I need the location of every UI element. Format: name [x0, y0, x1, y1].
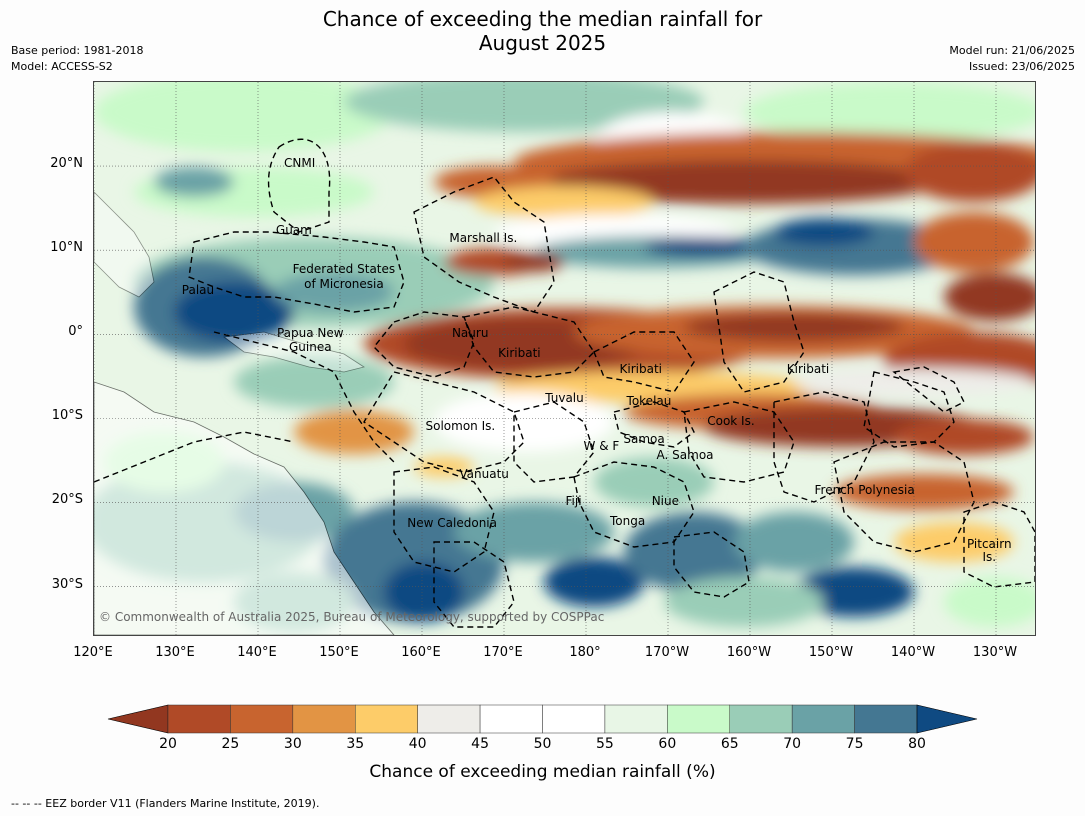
colorbar	[107, 704, 978, 734]
colorbar-tick-label: 75	[845, 736, 864, 752]
colorbar-tick-label: 35	[346, 736, 365, 752]
colorbar-segment	[167, 704, 231, 734]
colorbar-tick-label: 30	[283, 736, 302, 752]
place-label: French Polynesia	[814, 482, 915, 497]
lat-tick-label: 10°N	[50, 240, 83, 256]
colorbar-tick-label: 65	[720, 736, 739, 752]
colorbar-tick-label: 50	[533, 736, 552, 752]
colorbar-segment	[667, 704, 730, 734]
colorbar-tick-label: 40	[408, 736, 427, 752]
place-label: Fiji	[565, 493, 582, 508]
place-label: Kiribati	[498, 345, 541, 360]
colorbar-tick-label: 20	[159, 736, 177, 752]
colorbar-tick-label: 60	[658, 736, 677, 752]
lat-tick-label: 30°S	[51, 576, 83, 592]
place-label: Tonga	[610, 513, 646, 528]
lon-tick-label: 130°E	[155, 645, 195, 660]
place-label: Is.	[982, 549, 997, 564]
lon-tick-label: 140°W	[890, 645, 936, 660]
place-label: Vanuatu	[459, 466, 509, 481]
colorbar-segment	[791, 704, 855, 734]
colorbar-tick-label: 80	[908, 736, 926, 752]
lat-tick-label: 20°S	[51, 492, 83, 508]
place-label: Kiribati	[786, 361, 830, 376]
issued-date: Issued: 23/06/2025	[968, 60, 1075, 73]
place-label: CNMI	[284, 156, 316, 171]
colorbar-segment	[230, 704, 294, 734]
place-label: Tokelau	[626, 393, 672, 408]
model-run: Model run: 21/06/2025	[949, 44, 1075, 57]
title-line-2: August 2025	[478, 31, 607, 55]
eez-legend-note: -- -- -- EEZ border V11 (Flanders Marine…	[11, 797, 320, 810]
title-line-1: Chance of exceeding the median rainfall …	[322, 7, 763, 31]
place-label: Nauru	[451, 326, 489, 341]
lon-tick-label: 140°E	[237, 645, 277, 660]
lon-tick-label: 120°E	[73, 645, 113, 660]
copyright-notice: © Commonwealth of Australia 2025, Bureau…	[99, 610, 605, 624]
lat-tick-label: 0°	[68, 324, 83, 340]
lon-tick-label: 150°W	[808, 645, 854, 660]
lon-tick-label: 150°E	[319, 645, 359, 660]
colorbar-segment	[479, 704, 543, 734]
lon-tick-label: 180°	[569, 645, 601, 660]
map-title: Chance of exceeding the median rainfall …	[0, 7, 1085, 55]
eez-borders	[94, 138, 1035, 628]
colorbar-segment	[355, 704, 418, 734]
rainfall-map	[93, 81, 1036, 636]
lon-tick-label: 170°E	[483, 645, 523, 660]
place-label: Papua New	[276, 326, 344, 341]
base-period: Base period: 1981-2018	[11, 44, 144, 57]
lon-tick-label: 130°W	[972, 645, 1018, 660]
probability-field	[94, 82, 1035, 632]
lat-tick-label: 20°N	[50, 156, 83, 172]
place-label: Kiribati	[619, 361, 662, 376]
place-label: Pitcairn	[966, 537, 1012, 552]
colorbar-segment	[542, 704, 606, 734]
place-label: Tuvalu	[545, 391, 584, 406]
place-label: of Micronesia	[304, 276, 384, 291]
colorbar-under-arrow	[107, 704, 169, 734]
colorbar-title: Chance of exceeding median rainfall (%)	[369, 762, 716, 782]
run-info: Model run: 21/06/2025 Issued: 23/06/2025	[949, 43, 1075, 75]
colorbar-tick-label: 45	[471, 736, 489, 752]
place-label: Samoa	[623, 432, 665, 447]
lon-tick-label: 170°W	[644, 645, 690, 660]
graticule	[94, 82, 1035, 635]
colorbar-tick-label: 70	[783, 736, 802, 752]
place-label: Marshall Is.	[449, 231, 518, 246]
place-label: Palau	[181, 282, 215, 297]
colorbar-over-arrow	[916, 704, 978, 734]
lat-tick-label: 10°S	[51, 408, 83, 424]
colorbar-segment	[292, 704, 356, 734]
place-label: Cook Is.	[707, 413, 755, 428]
place-label: W & F	[583, 438, 620, 453]
colorbar-segment	[604, 704, 668, 734]
model-name: Model: ACCESS-S2	[11, 60, 113, 73]
place-label: Guinea	[289, 339, 332, 354]
colorbar-tick-label: 25	[221, 736, 240, 752]
colorbar-segment	[854, 704, 918, 734]
colorbar-segment	[417, 704, 481, 734]
colorbar-tick-label: 55	[595, 736, 614, 752]
colorbar-segment	[729, 704, 793, 734]
lon-tick-label: 160°W	[726, 645, 772, 660]
place-label: Solomon Is.	[425, 418, 496, 433]
place-label: A. Samoa	[656, 448, 714, 463]
place-label: Federated States	[292, 262, 396, 277]
place-label: Niue	[651, 493, 680, 508]
model-info: Base period: 1981-2018 Model: ACCESS-S2	[11, 43, 143, 75]
place-label: New Caledonia	[407, 516, 498, 531]
lon-tick-label: 160°E	[401, 645, 441, 660]
place-label: Guam	[275, 222, 312, 237]
